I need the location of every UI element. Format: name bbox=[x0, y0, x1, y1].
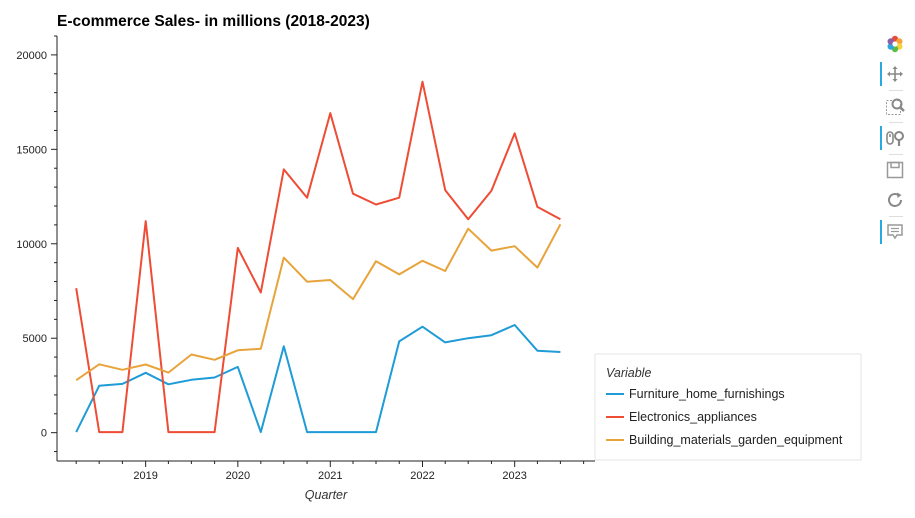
legend-title: Variable bbox=[606, 366, 651, 380]
y-tick-label: 10000 bbox=[16, 239, 47, 251]
x-axis: 2019 2020 2021 2022 2023 bbox=[57, 460, 595, 482]
plot-area[interactable] bbox=[75, 80, 562, 434]
y-axis: 0 5000 10000 15000 20000 bbox=[16, 35, 58, 461]
x-tick-label: 2020 bbox=[226, 470, 250, 482]
legend: Variable Furniture_home_furnishings Elect… bbox=[594, 353, 862, 461]
y-tick-label: 5000 bbox=[23, 333, 47, 345]
bokeh-logo-icon[interactable] bbox=[880, 30, 910, 58]
wheel-zoom-tool-icon[interactable] bbox=[880, 124, 910, 152]
x-tick-label: 2023 bbox=[502, 470, 526, 482]
y-tick-label: 20000 bbox=[16, 50, 47, 62]
x-tick-label: 2019 bbox=[133, 470, 157, 482]
y-tick-label: 15000 bbox=[16, 144, 47, 156]
x-tick-label: 2021 bbox=[318, 470, 342, 482]
series-line-electronics-appliances[interactable] bbox=[75, 80, 561, 434]
legend-label[interactable]: Building_materials_garden_equipment bbox=[629, 433, 843, 447]
legend-box bbox=[594, 353, 862, 461]
save-tool-icon[interactable] bbox=[880, 156, 910, 184]
hover-tool-icon[interactable] bbox=[880, 218, 910, 246]
x-axis-label: Quarter bbox=[305, 488, 348, 502]
chart-title: E-commerce Sales- in millions (2018-2023… bbox=[57, 13, 370, 30]
pan-tool-icon[interactable] bbox=[880, 60, 910, 88]
y-tick-label: 0 bbox=[41, 428, 47, 440]
series-line-furniture-home-furnishings[interactable] bbox=[75, 324, 561, 434]
x-tick-label: 2022 bbox=[410, 470, 434, 482]
legend-label[interactable]: Furniture_home_furnishings bbox=[629, 387, 785, 401]
series-line-building-materials-garden-equipment[interactable] bbox=[75, 223, 562, 382]
legend-label[interactable]: Electronics_appliances bbox=[629, 410, 757, 424]
box-zoom-tool-icon[interactable] bbox=[880, 92, 910, 120]
reset-tool-icon[interactable] bbox=[880, 186, 910, 214]
